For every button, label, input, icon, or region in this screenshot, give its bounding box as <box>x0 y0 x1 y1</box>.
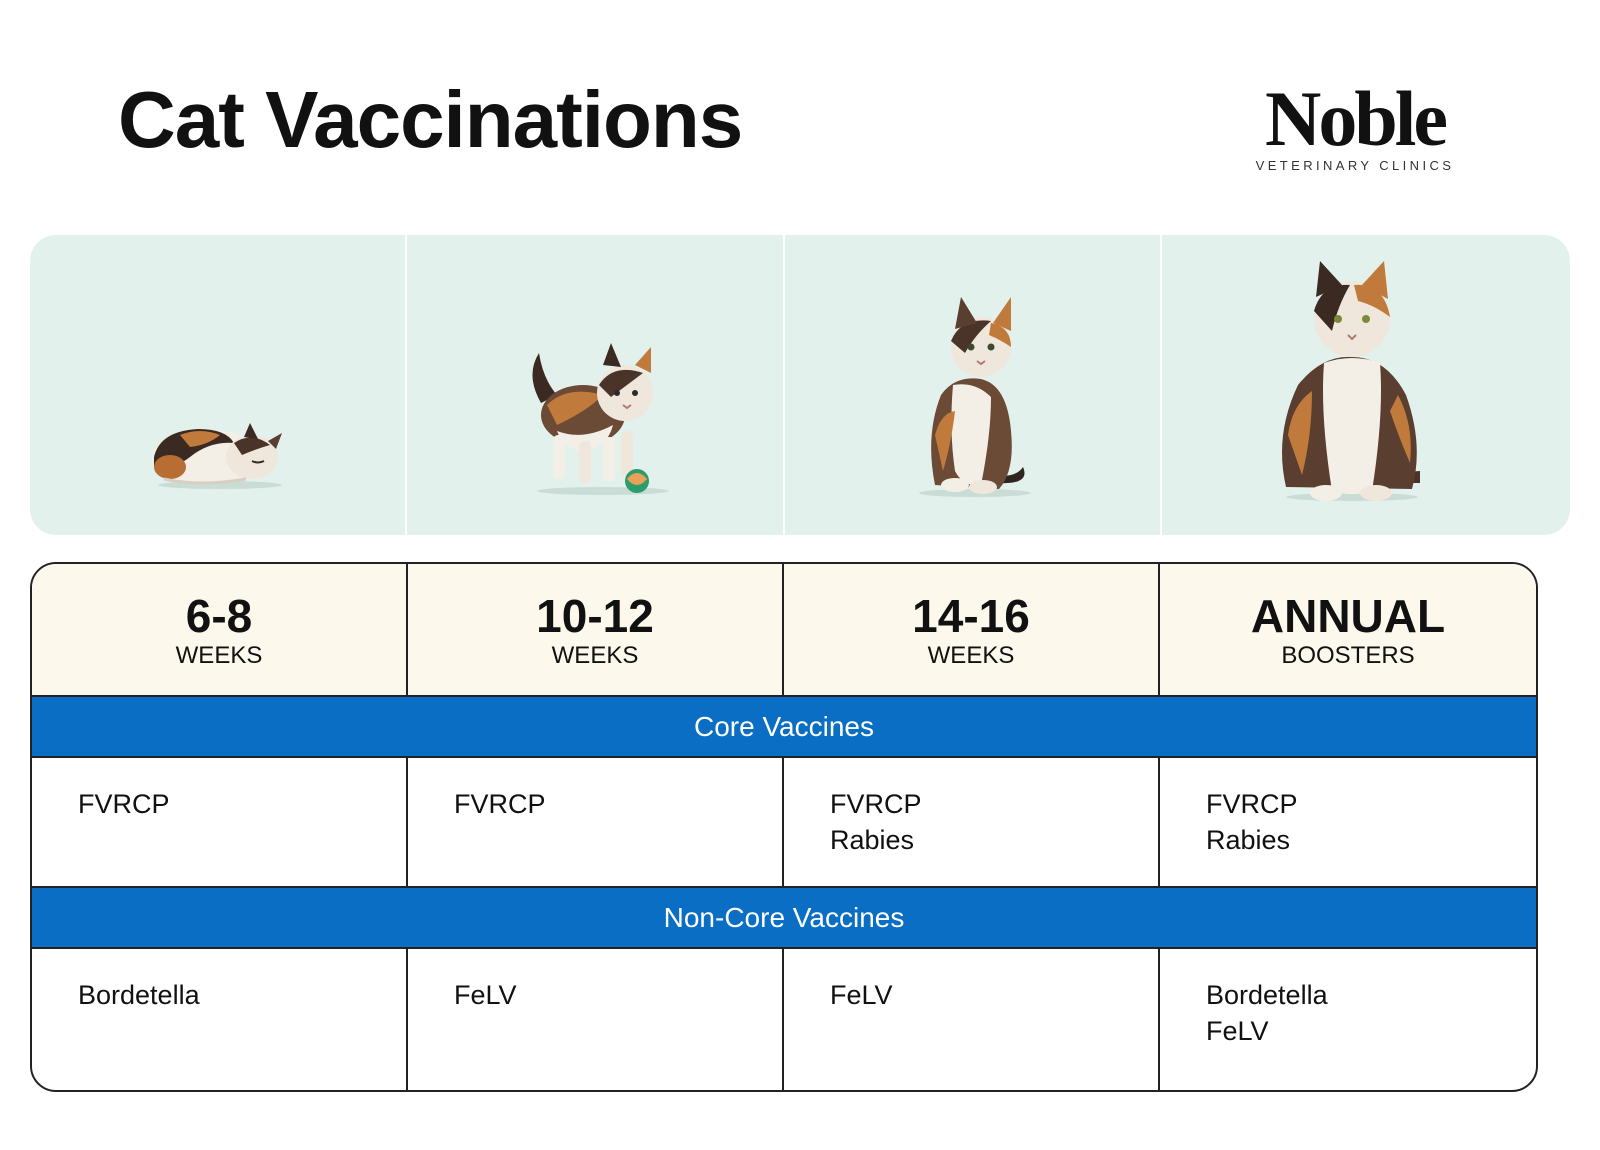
stage-header: ANNUAL BOOSTERS <box>1160 564 1536 695</box>
logo-subtitle: VETERINARY CLINICS <box>1255 158 1455 174</box>
vaccine-name: FVRCP <box>454 789 546 819</box>
vaccine-name: FeLV <box>454 980 517 1010</box>
stage-header: 6-8 WEEKS <box>32 564 408 695</box>
vaccine-cell: FVRCP <box>408 758 784 886</box>
stage-unit: BOOSTERS <box>1281 642 1415 670</box>
vaccine-name: FeLV <box>830 980 893 1010</box>
vaccine-cell: Bordetella FeLV <box>1160 949 1536 1090</box>
vaccine-name: FVRCP <box>78 789 170 819</box>
section-band-non-core: Non-Core Vaccines <box>32 886 1536 949</box>
vaccine-cell: FeLV <box>408 949 784 1090</box>
sleeping-kitten-icon <box>152 423 282 489</box>
vaccination-schedule-table: 6-8 WEEKS 10-12 WEEKS 14-16 WEEKS ANNUAL… <box>30 562 1538 1092</box>
vaccine-name: FVRCP <box>830 789 922 819</box>
stage-header: 10-12 WEEKS <box>408 564 784 695</box>
stage-unit: WEEKS <box>175 642 263 670</box>
vaccine-cell: Bordetella <box>32 949 408 1090</box>
stage-unit: WEEKS <box>927 642 1015 670</box>
vaccine-cell: FVRCP <box>32 758 408 886</box>
vaccine-name: Rabies <box>830 825 915 855</box>
adult-cat-icon <box>1282 261 1420 501</box>
photo-cell-14-16-weeks <box>785 235 1162 535</box>
young-cat-icon <box>919 297 1031 497</box>
vaccine-name: Rabies <box>1206 825 1291 855</box>
vaccine-cell: FVRCP Rabies <box>784 758 1160 886</box>
vaccine-name: Bordetella <box>1206 980 1328 1010</box>
playing-kitten-icon <box>532 343 669 495</box>
stage-header: 14-16 WEEKS <box>784 564 1160 695</box>
cat-photo-strip <box>30 235 1570 535</box>
photo-cell-6-8-weeks <box>30 235 407 535</box>
stage-age: ANNUAL <box>1250 590 1446 643</box>
photo-cell-annual <box>1162 235 1540 535</box>
vaccine-name: Bordetella <box>78 980 200 1010</box>
stage-unit: WEEKS <box>551 642 639 670</box>
section-band-core: Core Vaccines <box>32 695 1536 758</box>
logo-name: Noble <box>1265 75 1448 162</box>
stage-age: 14-16 <box>912 590 1030 643</box>
logo: Noble VETERINARY CLINICS <box>1240 75 1470 174</box>
page-title: Cat Vaccinations <box>118 75 743 164</box>
vaccine-cell: FeLV <box>784 949 1160 1090</box>
stage-age: 10-12 <box>536 590 654 643</box>
vaccine-cell: FVRCP Rabies <box>1160 758 1536 886</box>
vaccine-name: FVRCP <box>1206 789 1298 819</box>
vaccine-name: FeLV <box>1206 1016 1269 1046</box>
photo-cell-10-12-weeks <box>407 235 785 535</box>
stage-age: 6-8 <box>185 590 253 643</box>
